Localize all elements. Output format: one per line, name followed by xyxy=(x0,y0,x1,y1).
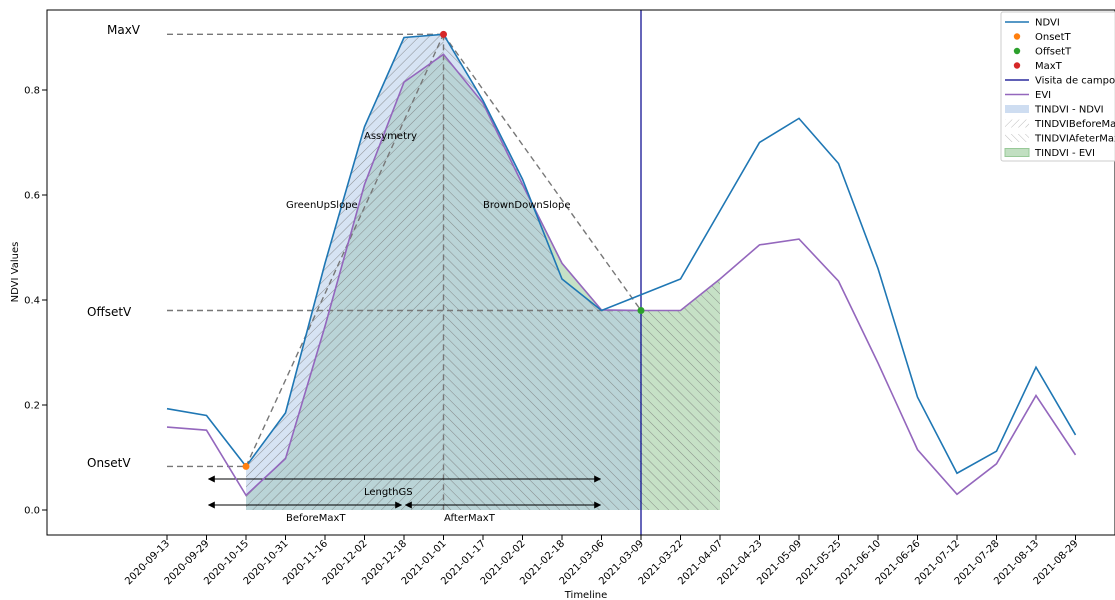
offset-level-label: OffsetV xyxy=(87,305,132,319)
legend-item-evi: EVI xyxy=(1005,90,1051,101)
legend-swatch-marker xyxy=(1013,47,1021,55)
legend-item-visita-de-campo: Visita de campo xyxy=(1005,76,1115,87)
max-level-label: MaxV xyxy=(107,23,141,37)
y-tick-label: 0.8 xyxy=(24,86,40,97)
legend-item-tindviafetermax: TINDVIAfeterMax xyxy=(1005,134,1115,145)
legend-item-tindvi-ndvi: TINDVI - NDVI xyxy=(1005,105,1104,116)
series-line-evi xyxy=(166,53,1077,497)
series-line-ndvi xyxy=(166,33,1077,475)
before-max-label: BeforeMaxT xyxy=(286,513,346,524)
y-tick-label: 0.0 xyxy=(24,506,40,517)
legend-item-ndvi: NDVI xyxy=(1005,18,1060,29)
y-tick-label: 0.6 xyxy=(24,191,40,202)
legend-swatch-patch xyxy=(1005,134,1029,142)
y-axis: 0.0 0.2 0.4 0.6 0.8 xyxy=(24,86,47,517)
legend-item-onsett: OnsetT xyxy=(1013,32,1071,43)
y-tick-label: 0.2 xyxy=(24,401,40,412)
point-offsett xyxy=(637,307,645,314)
plot-frame xyxy=(46,9,1115,536)
legend-swatch-patch xyxy=(1005,119,1029,128)
legend-label: TINDVIAfeterMax xyxy=(1034,134,1115,145)
browndown-slope-line xyxy=(442,33,642,311)
x-axis: 2020-09-132020-09-292020-10-152020-10-31… xyxy=(123,535,1081,587)
legend-swatch-patch xyxy=(1005,105,1029,113)
greenup-slope-line xyxy=(245,34,445,467)
legend-label: MaxT xyxy=(1035,61,1063,72)
legend-swatch-marker xyxy=(1013,33,1021,40)
after-max-label: AfterMaxT xyxy=(444,513,496,524)
fill-tindvi-before-max xyxy=(246,34,444,510)
legend-label: TINDVI - EVI xyxy=(1034,148,1095,159)
legend-item-offsett: OffsetT xyxy=(1013,47,1072,58)
legend-label: TINDVIBeforeMax xyxy=(1034,119,1115,130)
legend-item-maxt: MaxT xyxy=(1013,61,1063,72)
guides-layer xyxy=(167,33,642,510)
points-layer xyxy=(242,30,645,470)
legend-swatch-patch xyxy=(1004,148,1030,157)
legend-items: NDVI OnsetT OffsetT MaxT Visita de campo EVI T… xyxy=(1004,18,1115,159)
legend-label: OffsetT xyxy=(1035,47,1072,58)
legend-item-tindvibeforemax: TINDVIBeforeMax xyxy=(1005,119,1115,130)
fill-tindvi-after-max xyxy=(443,34,720,510)
fills-layer xyxy=(246,34,720,511)
legend-label: TINDVI - NDVI xyxy=(1034,105,1104,116)
legend-label: OnsetT xyxy=(1035,32,1071,43)
onset-level-label: OnsetV xyxy=(87,456,131,470)
legend: NDVI OnsetT OffsetT MaxT Visita de campo EVI T… xyxy=(1000,11,1115,162)
legend-item-tindvi-evi: TINDVI - EVI xyxy=(1004,148,1095,159)
point-onsett xyxy=(242,462,250,470)
length-gs-label: LengthGS xyxy=(364,487,413,498)
legend-label: Visita de campo xyxy=(1035,76,1115,87)
asymmetry-label: Assymetry xyxy=(364,131,417,142)
browndown-slope-label: BrownDownSlope xyxy=(483,200,570,211)
legend-label: EVI xyxy=(1035,90,1051,101)
y-axis-label: NDVI Values xyxy=(10,242,21,303)
greenup-slope-label: GreenUpSlope xyxy=(286,200,358,211)
y-tick-label: 0.4 xyxy=(24,296,40,307)
legend-swatch-marker xyxy=(1013,62,1021,69)
lines-layer xyxy=(166,10,1077,535)
point-maxt xyxy=(440,30,447,38)
x-axis-label: Timeline xyxy=(564,590,608,600)
legend-label: NDVI xyxy=(1035,18,1060,29)
legend-box xyxy=(1000,11,1115,162)
